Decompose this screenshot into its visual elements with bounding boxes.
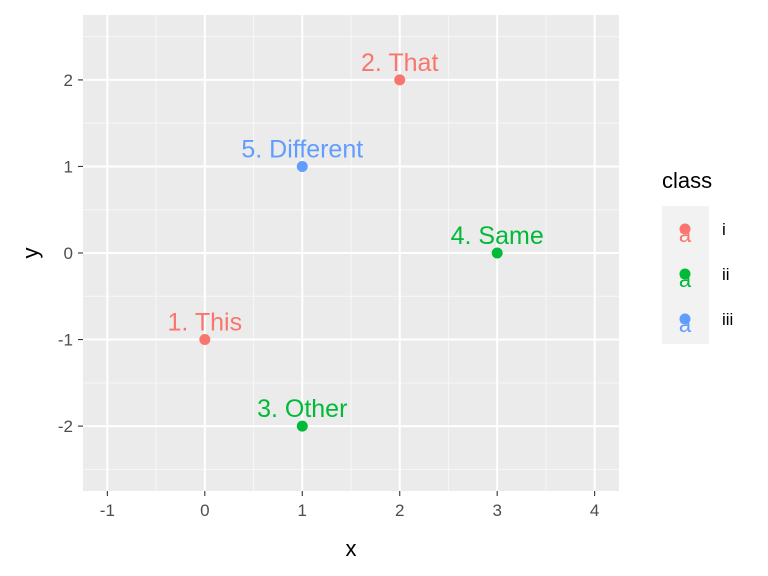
data-point bbox=[296, 420, 308, 432]
legend-label: iii bbox=[722, 310, 733, 329]
y-tick-label: 1 bbox=[64, 157, 73, 176]
point-label: 3. Other bbox=[257, 395, 347, 423]
x-tick-label: 1 bbox=[298, 501, 307, 520]
point-label: 4. Same bbox=[451, 222, 544, 250]
data-point bbox=[199, 334, 211, 346]
point-label: 5. Different bbox=[241, 135, 363, 163]
grid-major bbox=[83, 15, 619, 491]
x-tick-label: 3 bbox=[492, 501, 501, 520]
point-labels: 1. This 2. That 3. Other 4. Same 5. Differen… bbox=[168, 49, 544, 423]
y-tick-label: 0 bbox=[64, 244, 73, 263]
legend-key-point bbox=[679, 223, 691, 235]
x-axis-title: x bbox=[346, 536, 357, 561]
y-axis: -2 -1 0 1 2 bbox=[58, 71, 83, 436]
legend-entries: aiaiiaiii bbox=[663, 207, 733, 341]
y-axis-title: y bbox=[18, 248, 43, 259]
data-point bbox=[491, 247, 503, 259]
y-tick-label: -2 bbox=[58, 417, 73, 436]
point-label: 2. That bbox=[361, 49, 438, 77]
x-tick-label: 2 bbox=[395, 501, 404, 520]
data-point bbox=[296, 160, 308, 172]
y-tick-label: -1 bbox=[58, 331, 73, 350]
legend-key-point bbox=[679, 313, 691, 325]
data-points bbox=[199, 74, 503, 432]
x-axis: -1 0 1 2 3 4 bbox=[100, 491, 599, 520]
x-tick-label: 0 bbox=[200, 501, 209, 520]
data-point bbox=[394, 74, 406, 86]
point-label: 1. This bbox=[168, 309, 243, 337]
legend: class aiaiiaiii bbox=[662, 168, 733, 344]
x-tick-label: -1 bbox=[100, 501, 115, 520]
legend-label: ii bbox=[722, 265, 730, 284]
y-tick-label: 2 bbox=[64, 71, 73, 90]
legend-label: i bbox=[722, 220, 726, 239]
legend-title: class bbox=[662, 168, 712, 193]
x-tick-label: 4 bbox=[590, 501, 599, 520]
legend-key-point bbox=[679, 268, 691, 280]
